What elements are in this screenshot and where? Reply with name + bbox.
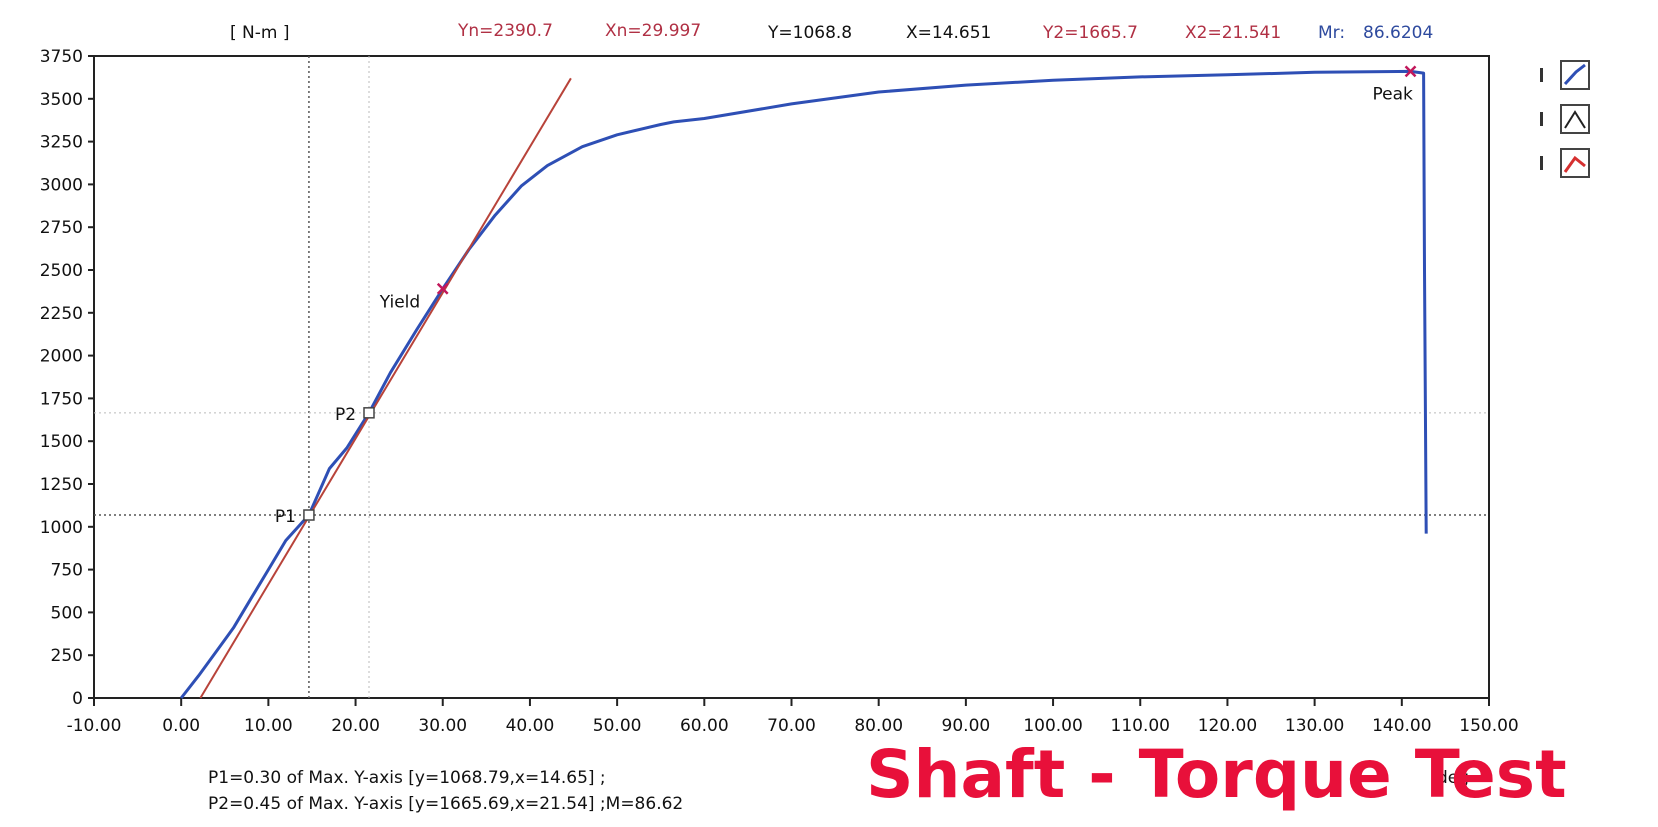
marker-p1: P1: [275, 507, 315, 527]
x-tick-label: 0.00: [162, 716, 200, 736]
x-tick-label: 130.00: [1285, 716, 1344, 736]
x-tick-label: 80.00: [854, 716, 903, 736]
y-tick-label: 1750: [40, 389, 83, 409]
marker-label: P2: [335, 405, 356, 425]
y-tick-label: 1500: [40, 432, 83, 452]
x-unit-label: deg: [1437, 768, 1469, 788]
x-tick-label: 110.00: [1111, 716, 1170, 736]
marker-peak: Peak: [1373, 65, 1417, 104]
y-tick-label: 750: [51, 561, 83, 581]
x-tick-label: 20.00: [331, 716, 380, 736]
y-tick-label: 3500: [40, 90, 83, 110]
yn-readout: Yn=2390.7: [457, 21, 553, 41]
y-tick-label: 3250: [40, 133, 83, 153]
series-layer: [180, 69, 1428, 699]
x-tick-label: 150.00: [1459, 716, 1518, 736]
marker-label: Peak: [1373, 84, 1414, 104]
legend-toggle-black[interactable]: [1560, 104, 1590, 134]
x-readout: X=14.651: [906, 23, 991, 43]
marker-label: P1: [275, 507, 296, 527]
x-tick-label: 120.00: [1198, 716, 1257, 736]
marker-yield: Yield: [379, 282, 449, 313]
unit-label: [ N-m ]: [230, 23, 289, 43]
line-icon: [1563, 155, 1586, 173]
line-icon: [1564, 110, 1586, 129]
x-marker-icon: [436, 282, 449, 295]
plot-frame: [93, 55, 1490, 699]
axes: 0 250 500 750 1000 1250 1500 1750 2000 2250 2500 27…: [40, 47, 1519, 736]
y-tick-label: 0: [72, 689, 83, 709]
marker-label: Yield: [379, 293, 420, 313]
x-marker-icon: [1404, 65, 1417, 78]
y-tick-label: 250: [51, 646, 83, 666]
x-tick-label: 50.00: [593, 716, 642, 736]
cursor-lines: [94, 56, 1489, 698]
y-tick-label: 3750: [40, 47, 83, 67]
legend-toggle-red[interactable]: [1560, 148, 1590, 178]
x-tick-label: 70.00: [767, 716, 816, 736]
x-tick-label: 60.00: [680, 716, 729, 736]
square-marker-icon: [363, 407, 375, 419]
p1-caption: P1=0.30 of Max. Y-axis [y=1068.79,x=14.6…: [208, 768, 606, 788]
legend-tick-3: [1540, 156, 1543, 170]
y-tick-label: 500: [51, 603, 83, 623]
legend-tick-2: [1540, 112, 1543, 126]
y-tick-label: 2000: [40, 347, 83, 367]
p2-caption: P2=0.45 of Max. Y-axis [y=1665.69,x=21.5…: [208, 794, 684, 814]
y-tick-label: 2500: [40, 261, 83, 281]
x-tick-label: 10.00: [244, 716, 293, 736]
banner-title: Shaft - Torque Test: [866, 736, 1567, 813]
marker-p2: P2: [335, 405, 375, 425]
x-tick-label: 40.00: [506, 716, 555, 736]
y-tick-label: 1000: [40, 518, 83, 538]
x-tick-label: 30.00: [418, 716, 467, 736]
marker-layer: Yield Peak P1 P2: [275, 65, 1417, 527]
x-tick-label: -10.00: [67, 716, 122, 736]
torque-curve-line: [180, 69, 1428, 699]
y-readout: Y=1068.8: [767, 23, 852, 43]
mr-value: 86.6204: [1363, 23, 1433, 43]
y2-readout: Y2=1665.7: [1042, 23, 1138, 43]
y-tick-label: 2750: [40, 218, 83, 238]
y-tick-label: 1250: [40, 475, 83, 495]
mr-label: Mr:: [1318, 23, 1345, 43]
x2-readout: X2=21.541: [1185, 23, 1281, 43]
x-tick-label: 140.00: [1372, 716, 1431, 736]
y-tick-label: 2250: [40, 304, 83, 324]
square-marker-icon: [303, 509, 315, 521]
x-tick-label: 100.00: [1023, 716, 1082, 736]
y-tick-label: 3000: [40, 175, 83, 195]
xn-readout: Xn=29.997: [605, 21, 701, 41]
line-icon: [1563, 63, 1586, 86]
x-tick-label: 90.00: [942, 716, 991, 736]
legend-toggle-blue[interactable]: [1560, 60, 1590, 90]
tangent-line: [199, 77, 572, 699]
legend-tick-1: [1540, 68, 1543, 82]
